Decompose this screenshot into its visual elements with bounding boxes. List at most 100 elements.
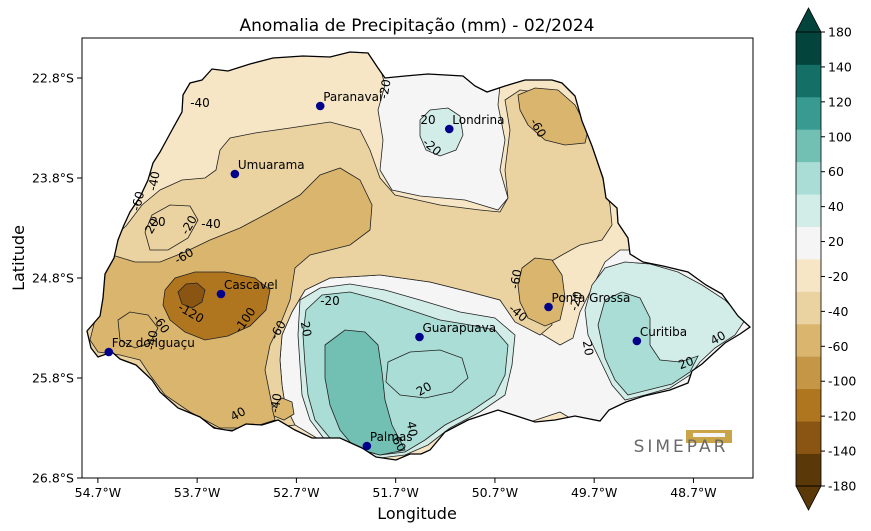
y-axis-ticks: 22.8°S 23.8°S 24.8°S 25.8°S 26.8°S bbox=[32, 71, 82, 486]
colorbar-segment bbox=[796, 323, 821, 357]
contour-label: -40 bbox=[143, 329, 160, 351]
y-tick-label: 25.8°S bbox=[32, 371, 74, 386]
contour-label: 20 bbox=[580, 339, 596, 356]
city-label: Guarapuava bbox=[422, 321, 496, 335]
colorbar-label: 20 bbox=[828, 234, 844, 249]
contour-label: -40 bbox=[145, 170, 162, 192]
city-marker bbox=[415, 332, 424, 342]
logo-text: SIMEPAR bbox=[634, 437, 729, 457]
colorbar-segment bbox=[796, 356, 821, 390]
colorbar-label: -140 bbox=[828, 444, 856, 459]
contour-label: -20 bbox=[376, 78, 393, 100]
colorbar-segment bbox=[796, 32, 821, 65]
contour-fill-pontagrossa-neg60 bbox=[517, 257, 566, 327]
city-label: Umuarama bbox=[238, 158, 305, 172]
x-tick-label: 50.7°W bbox=[472, 485, 518, 500]
colorbar-label: -20 bbox=[828, 269, 848, 284]
colorbar-label: -40 bbox=[828, 304, 848, 319]
x-tick-label: 51.7°W bbox=[372, 485, 418, 500]
contour-label: 60 bbox=[389, 434, 409, 454]
y-tick-label: 23.8°S bbox=[32, 171, 74, 186]
contour-fill-south-neg60 bbox=[271, 397, 295, 421]
contour-label: 20 bbox=[142, 216, 162, 236]
colorbar: 180 140 120 100 60 40 20 -20 -40 -60 -100 -120 -140 -… bbox=[795, 7, 856, 511]
city-marker bbox=[362, 441, 372, 451]
colorbar-label: -120 bbox=[828, 409, 856, 424]
contour-label: -60 bbox=[129, 190, 148, 213]
colorbar-label: -180 bbox=[828, 479, 856, 494]
contour-label: 20 bbox=[420, 113, 435, 127]
contour-fill-neg120-to-neg140 bbox=[177, 282, 206, 309]
colorbar-segment bbox=[796, 259, 821, 292]
x-tick-label: 53.7°W bbox=[174, 485, 220, 500]
city-label: Ponta Grossa bbox=[552, 291, 631, 305]
contour-label: -40 bbox=[201, 217, 221, 231]
contour-label: 40 bbox=[708, 328, 728, 348]
contour-label: 20 bbox=[414, 379, 434, 399]
city-markers: Paranavaí Londrina Umuarama Cascavel Ponta G… bbox=[104, 90, 687, 451]
city-label: Londrina bbox=[452, 113, 504, 127]
city-label: Cascavel bbox=[224, 278, 278, 292]
colorbar-segment bbox=[796, 96, 821, 130]
colorbar-extend-min bbox=[795, 485, 822, 511]
simepar-logo: SIMEPAR bbox=[634, 430, 732, 457]
contour-fill-east-40to60 bbox=[597, 291, 699, 396]
city-label: Foz do Iguaçu bbox=[112, 336, 195, 350]
colorbar-extend-max bbox=[795, 7, 822, 33]
contour-fill-northeast-neg60 bbox=[517, 87, 589, 146]
contour-label: 20 bbox=[298, 320, 314, 337]
y-tick-label: 24.8°S bbox=[32, 271, 74, 286]
city-label: Paranavaí bbox=[323, 90, 383, 104]
x-tick-label: 49.7°W bbox=[571, 485, 617, 500]
contour-label: 20 bbox=[676, 354, 695, 372]
colorbar-segment bbox=[796, 64, 821, 98]
city-marker bbox=[216, 289, 226, 299]
chart-title: Anomalia de Precipitação (mm) - 02/2024 bbox=[240, 16, 595, 36]
city-label: Curitiba bbox=[640, 325, 687, 339]
contour-label: 20 bbox=[150, 215, 165, 229]
contour-label: -40 bbox=[267, 392, 284, 414]
colorbar-segment bbox=[796, 421, 821, 454]
x-tick-label: 52.7°W bbox=[273, 485, 319, 500]
x-axis-title: Longitude bbox=[377, 504, 457, 523]
colorbar-segment bbox=[796, 226, 821, 260]
contour-label: 40 bbox=[228, 404, 248, 424]
city-marker bbox=[632, 336, 642, 346]
contour-label: -20 bbox=[567, 290, 586, 313]
colorbar-segment bbox=[796, 453, 821, 487]
contour-label: 40 bbox=[404, 420, 420, 437]
city-marker bbox=[104, 347, 114, 357]
colorbar-label: 100 bbox=[828, 129, 852, 144]
contour-label: -40 bbox=[190, 96, 210, 110]
colorbar-label: 180 bbox=[828, 25, 852, 40]
city-marker bbox=[544, 302, 553, 312]
colorbar-outline bbox=[795, 31, 822, 487]
colorbar-label: 140 bbox=[828, 59, 852, 74]
colorbar-segment bbox=[796, 129, 821, 163]
colorbar-segment bbox=[796, 161, 821, 195]
colorbar-label: -100 bbox=[828, 374, 856, 389]
state-boundary bbox=[86, 51, 752, 461]
x-tick-label: 54.7°W bbox=[75, 485, 121, 500]
colorbar-label: 60 bbox=[828, 164, 844, 179]
colorbar-label: 120 bbox=[828, 94, 852, 109]
contour-fill-londrina-20to40 bbox=[419, 107, 464, 157]
colorbar-segment bbox=[796, 291, 821, 325]
x-axis-ticks: 54.7°W 53.7°W 52.7°W 51.7°W 50.7°W 49.7°W 48.7… bbox=[75, 478, 717, 500]
city-marker bbox=[315, 101, 325, 111]
contour-label: -20 bbox=[320, 294, 340, 308]
colorbar-label: -60 bbox=[828, 339, 848, 354]
contour-label: -60 bbox=[507, 268, 524, 290]
colorbar-segment bbox=[796, 194, 821, 227]
x-tick-label: 48.7°W bbox=[670, 485, 716, 500]
city-marker bbox=[444, 124, 454, 134]
colorbar-label: 40 bbox=[828, 199, 844, 214]
logo-mark-cut bbox=[693, 433, 725, 437]
city-label: Palmas bbox=[370, 430, 413, 444]
colorbar-segment bbox=[796, 388, 821, 422]
city-marker bbox=[230, 169, 240, 179]
y-axis-title: Latitude bbox=[9, 225, 28, 291]
y-tick-label: 22.8°S bbox=[32, 71, 74, 86]
contour-fill-central-60to100 bbox=[324, 329, 406, 456]
